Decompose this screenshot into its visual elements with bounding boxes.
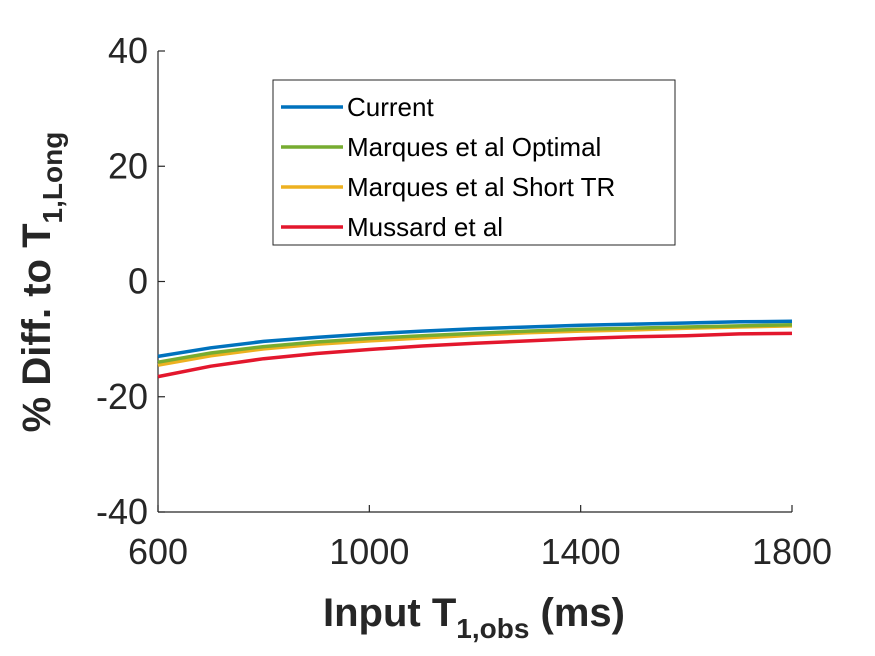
legend: Current Marques et al Optimal Marques et a…: [272, 79, 676, 246]
series-line-marques-et-al-optimal: [157, 322, 793, 364]
y-tick-label: 0: [128, 261, 148, 302]
series-line-mussard-et-al: [157, 331, 793, 379]
legend-label: Marques et al Optimal: [347, 132, 601, 162]
x-tick-label: 1400: [541, 531, 621, 572]
y-tick-label: 40: [108, 30, 148, 71]
series-layer: [157, 319, 793, 379]
y-tick-label: -20: [96, 376, 148, 417]
series-line-current: [157, 319, 793, 359]
y-tick-label: -40: [96, 491, 148, 532]
legend-label: Marques et al Short TR: [347, 172, 615, 202]
y-tick-label: 20: [108, 145, 148, 186]
y-axis-title: % Diff. to T1,Long: [15, 132, 68, 433]
x-axis-title: Input T1,obs (ms): [323, 591, 625, 644]
legend-label: Current: [347, 92, 434, 122]
x-tick-label: 1000: [329, 531, 409, 572]
legend-label: Mussard et al: [347, 212, 503, 242]
x-tick-label: 600: [128, 531, 188, 572]
x-tick-label: 1800: [752, 531, 832, 572]
